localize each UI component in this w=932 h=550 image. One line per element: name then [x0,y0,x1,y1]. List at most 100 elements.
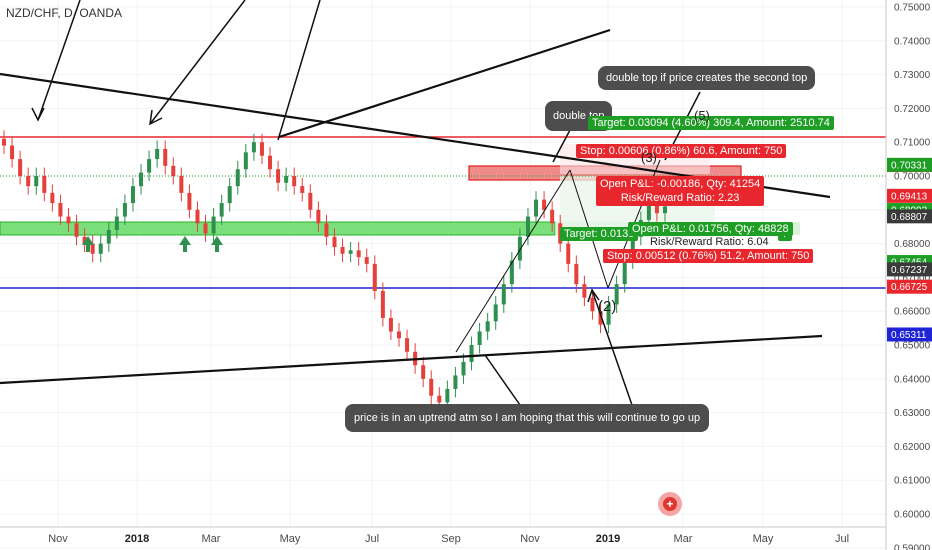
candle-body [211,216,216,234]
candle-body [630,236,635,261]
price-level-tag [887,188,932,203]
price-level-tag [887,279,932,294]
candle-body [187,192,192,210]
candle-body [155,148,160,160]
candle-body [122,203,127,217]
candle-body [18,159,23,176]
long-target-label: Target: 0.0135 [560,227,639,241]
y-tick-label: 0.63000 [894,408,931,419]
candle-body [493,304,498,322]
candle-body [98,243,103,254]
candle-body [364,257,369,264]
support-markers [82,236,223,252]
candle-body [227,186,232,204]
candle-body [259,142,264,156]
candle-body [590,297,595,312]
candle-body [114,216,119,231]
y-tick-label: 0.64000 [894,374,931,385]
candle-body [268,155,273,170]
candle-body [646,203,651,220]
candle-body [598,311,603,325]
short-pl-label: Open P&L: -0.00186, Qty: 41254 [600,178,761,190]
candle-body [421,365,426,379]
price-level-value: 0.65311 [891,330,927,341]
short-target-label: Target: 0.03094 (4.60%) 309.4, Amount: 2… [588,116,834,130]
candle-body [582,284,587,298]
y-tick-label: 0.68000 [894,239,931,250]
candle-body [525,216,530,237]
x-tick-label: May [280,533,301,545]
candle-body [50,192,55,204]
x-tick-label: Mar [202,533,221,545]
candle-body [477,331,482,345]
y-tick-label: 0.71000 [894,138,931,149]
candle-body [356,250,361,258]
long-pl-label: Open P&L: 0.01756, Qty: 48828 [628,222,793,236]
candle-body [179,176,184,193]
candle-body [276,169,281,183]
candle-body [139,172,144,187]
candle-body [396,331,401,339]
y-tick-label: 0.59000 [894,543,931,550]
x-tick-label: 2018 [125,533,149,545]
x-tick-label: 2019 [596,533,620,545]
candle-body [106,230,111,244]
x-tick-label: Nov [520,533,540,545]
candle-body [203,223,208,234]
candle-body [550,209,555,224]
candle-body [606,304,611,325]
candle-body [614,284,619,305]
x-axis-ticks: Nov 2018 Mar May Jul Sep Nov 2019 Mar May Jul [48,533,849,545]
candle-body [316,209,321,224]
candle-body [566,243,571,264]
bubble-uptrend-note[interactable]: price is in an uptrend atm so I am hopin… [345,404,710,432]
price-level-value: 0.68807 [891,212,928,223]
candle-body [26,176,31,187]
candle-body [388,317,393,332]
short-rr-label: Risk/Reward Ratio: 2.23 [620,192,740,204]
candle-body [429,378,434,396]
candle-body [10,145,15,160]
candle-body [517,236,522,261]
candle-body [130,186,135,204]
x-tick-label: May [753,533,774,545]
price-level-tag [887,209,932,224]
y-tick-label: 0.75000 [894,3,931,14]
candle-body [485,321,490,332]
price-level-value: 0.70331 [891,160,928,171]
candle-body [340,246,345,254]
price-level-tag [887,327,932,342]
wave-label-3: (3) [641,150,657,165]
candle-body [292,176,297,187]
bubble-double-top-second[interactable]: double top if price creates the second t… [598,66,816,90]
candle-body [90,243,95,254]
candle-body [66,216,71,224]
y-tick-label: 0.74000 [894,36,931,47]
candle-body [2,138,6,146]
candle-body [509,260,514,285]
candle-body [34,176,39,187]
wave-label-2: (2) [598,298,617,315]
y-tick-label: 0.67000 [894,273,931,284]
candle-body [300,186,305,193]
y-tick-label: 0.70000 [894,172,931,183]
candle-body [147,159,152,173]
candle-body [542,199,547,210]
price-level-value: 0.69413 [891,191,928,202]
candle-body [654,203,659,214]
candle-body [42,176,47,193]
x-tick-label: Nov [48,533,68,545]
candle-body [445,388,450,403]
candle-body [622,260,627,285]
wave-label-5: (5) [694,108,710,123]
long-stop-label: Stop: 0.00512 (0.76%) 51.2, Amount: 750 [603,249,814,263]
candle-body [171,165,176,176]
y-tick-label: 0.60000 [894,510,931,521]
candle-body [324,223,329,237]
candle-body [501,284,506,305]
price-level-tag [887,157,932,172]
tradingview-logo-icon[interactable]: + [658,492,682,516]
y-tick-label: 0.65000 [894,341,931,352]
candle-body [461,361,466,376]
price-level-tag [887,262,932,277]
